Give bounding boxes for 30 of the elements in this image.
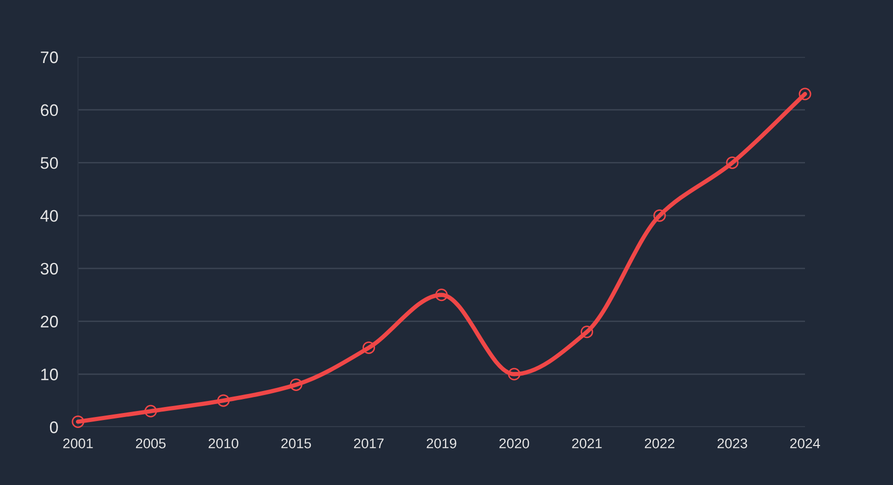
x-tick-label: 2017 — [354, 438, 384, 448]
point — [508, 368, 520, 380]
x-tick-label: 2005 — [136, 438, 166, 448]
x-tick-label: 2010 — [208, 438, 238, 448]
point — [362, 341, 376, 354]
point — [798, 88, 812, 100]
y-tick-label: 40 — [40, 210, 58, 222]
y-tick-label: 0 — [50, 421, 58, 434]
x-tick-label: 2022 — [644, 438, 674, 448]
x-tick-label: 2021 — [572, 438, 602, 448]
x-tick-label: 2023 — [718, 438, 748, 448]
x-tick-label: 2020 — [499, 438, 530, 448]
y-tick-label: 30 — [40, 262, 58, 275]
y-tick-label: 60 — [40, 104, 58, 116]
point — [580, 326, 594, 338]
y-tick-label: 50 — [40, 157, 58, 169]
point — [726, 156, 739, 169]
y-tick-label: 10 — [41, 368, 58, 380]
point — [290, 378, 302, 391]
x-tick-label: 2001 — [63, 438, 93, 448]
x-tick-label: 2019 — [426, 438, 456, 448]
point — [217, 394, 230, 407]
point — [144, 404, 157, 418]
point — [72, 415, 84, 428]
x-tick-label: 2015 — [281, 438, 311, 448]
y-tick-label: 20 — [40, 316, 58, 328]
y-tick-label: 70 — [40, 51, 58, 64]
x-tick-label: 2024 — [790, 438, 820, 448]
point — [653, 209, 666, 222]
point — [435, 288, 448, 302]
